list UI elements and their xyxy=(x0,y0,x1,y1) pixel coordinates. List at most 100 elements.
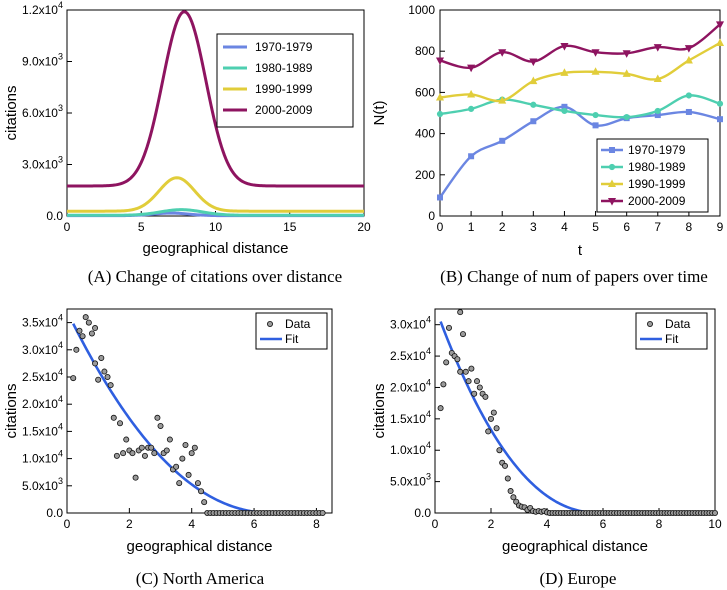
d-data-point xyxy=(476,384,483,391)
b-point xyxy=(467,64,476,73)
d-data-point xyxy=(712,509,719,516)
c-data-point xyxy=(129,450,136,457)
d-data-point xyxy=(485,428,492,435)
d-data-point xyxy=(443,359,450,366)
b-caption: (B) Change of num of papers over time xyxy=(440,267,708,286)
a-ytick-label: 6.0x103 xyxy=(22,103,63,120)
a-xtick-label: 0 xyxy=(64,220,71,234)
c-data-point xyxy=(201,499,208,506)
c-data-point xyxy=(179,455,186,462)
b-point xyxy=(437,194,443,201)
c-caption: (C) North America xyxy=(136,569,265,588)
d-xtick-label: 10 xyxy=(708,517,722,531)
b-series-1980-1989 xyxy=(439,94,721,119)
b-point xyxy=(716,100,724,107)
b-series-1970-1979 xyxy=(439,105,721,199)
d-data-point xyxy=(465,378,472,385)
b-xtick-label: 1 xyxy=(468,220,475,234)
b-ylabel: N(t) xyxy=(371,101,388,126)
b-xlabel: t xyxy=(578,242,583,259)
b-point xyxy=(623,114,630,121)
c-data-point xyxy=(185,471,192,478)
b-xtick-label: 2 xyxy=(499,220,506,234)
b-point xyxy=(467,89,476,98)
c-data-point xyxy=(173,463,180,470)
d-data-point xyxy=(457,368,464,375)
d-data-point xyxy=(496,447,503,454)
b-point xyxy=(530,118,537,125)
a-ytick-label: 0.0 xyxy=(46,209,63,223)
c-ylabel: citations xyxy=(3,383,20,438)
d-data-point xyxy=(471,390,478,397)
d-data-point xyxy=(487,415,494,422)
b-point xyxy=(684,55,693,64)
c-legend-data-label: Data xyxy=(285,317,311,331)
b-point xyxy=(622,69,631,77)
b-point xyxy=(715,21,725,29)
c-data-point xyxy=(107,382,114,389)
d-ytick-label: 5.0x103 xyxy=(390,472,431,489)
c-data-point xyxy=(166,436,173,443)
b-legend-marker xyxy=(609,147,615,153)
b-series-1990-1999 xyxy=(439,41,721,103)
d-data-point xyxy=(454,356,461,363)
c-xtick-label: 2 xyxy=(126,517,133,531)
c-ytick-label: 0.0 xyxy=(46,506,63,520)
c-xtick-label: 6 xyxy=(251,517,258,531)
c-ytick-label: 1.5x104 xyxy=(22,421,63,438)
panel-a: 0 5 10 15 20 0.0 3.0x103 6.0x103 9.0x103 1.2x104 g… xyxy=(3,0,371,286)
b-point xyxy=(529,76,538,85)
d-xtick-label: 4 xyxy=(544,517,551,531)
c-fit-line xyxy=(72,323,273,515)
c-data-point xyxy=(132,474,139,481)
c-data-point xyxy=(92,360,99,367)
a-series-1980-1989 xyxy=(67,208,364,217)
c-data-point xyxy=(198,488,205,495)
b-point xyxy=(653,74,662,83)
c-data-point xyxy=(98,354,105,361)
c-data-point xyxy=(148,444,155,451)
a-xtick-label: 10 xyxy=(209,220,223,234)
d-xtick-label: 6 xyxy=(600,517,607,531)
d-data-point xyxy=(504,475,511,482)
a-series-1990-1999 xyxy=(67,176,364,213)
b-legend-label: 1970-1979 xyxy=(628,143,686,157)
c-data-point xyxy=(88,330,95,337)
c-data-point xyxy=(110,414,117,421)
b-ytick-label: 800 xyxy=(415,44,435,58)
c-data-point xyxy=(163,447,170,454)
a-legend-label: 1990-1999 xyxy=(255,82,313,96)
b-xtick-label: 3 xyxy=(530,220,537,234)
d-legend xyxy=(635,312,708,350)
b-ytick-label: 600 xyxy=(415,85,435,99)
b-point xyxy=(622,50,631,58)
c-data-point xyxy=(101,368,108,375)
c-data-point xyxy=(85,319,92,326)
d-panel: 0 2 4 6 8 10 0.0 5.0x103 1.0x104 1.5x104 2.0x104 2.… xyxy=(371,308,722,588)
d-ytick-label: 0.0 xyxy=(414,506,431,520)
d-xtick-label: 0 xyxy=(432,517,439,531)
a-ytick-label: 1.2x104 xyxy=(22,0,63,17)
c-data-point xyxy=(104,373,111,380)
d-legend-data-marker xyxy=(647,320,654,327)
d-fit-line xyxy=(439,321,601,515)
c-data-point xyxy=(82,314,89,321)
d-ytick-label: 3.0x104 xyxy=(390,315,431,332)
c-xlabel: geographical distance xyxy=(127,538,273,555)
b-point xyxy=(498,96,507,104)
d-data-point xyxy=(501,462,508,469)
c-data-point xyxy=(191,444,198,451)
c-legend-data-marker xyxy=(266,320,273,327)
d-legend-fit-label: Fit xyxy=(665,332,679,346)
b-point xyxy=(684,45,693,53)
c-data-point xyxy=(138,444,145,451)
d-data-point xyxy=(473,378,480,385)
c-data-point xyxy=(120,450,127,457)
d-data-point xyxy=(457,309,464,316)
b-legend-label: 1990-1999 xyxy=(628,177,686,191)
b-ytick-label: 400 xyxy=(415,127,435,141)
b-point xyxy=(717,116,723,123)
b-ytick-label: 200 xyxy=(415,168,435,182)
b-ytick-label: 1000 xyxy=(408,3,435,17)
